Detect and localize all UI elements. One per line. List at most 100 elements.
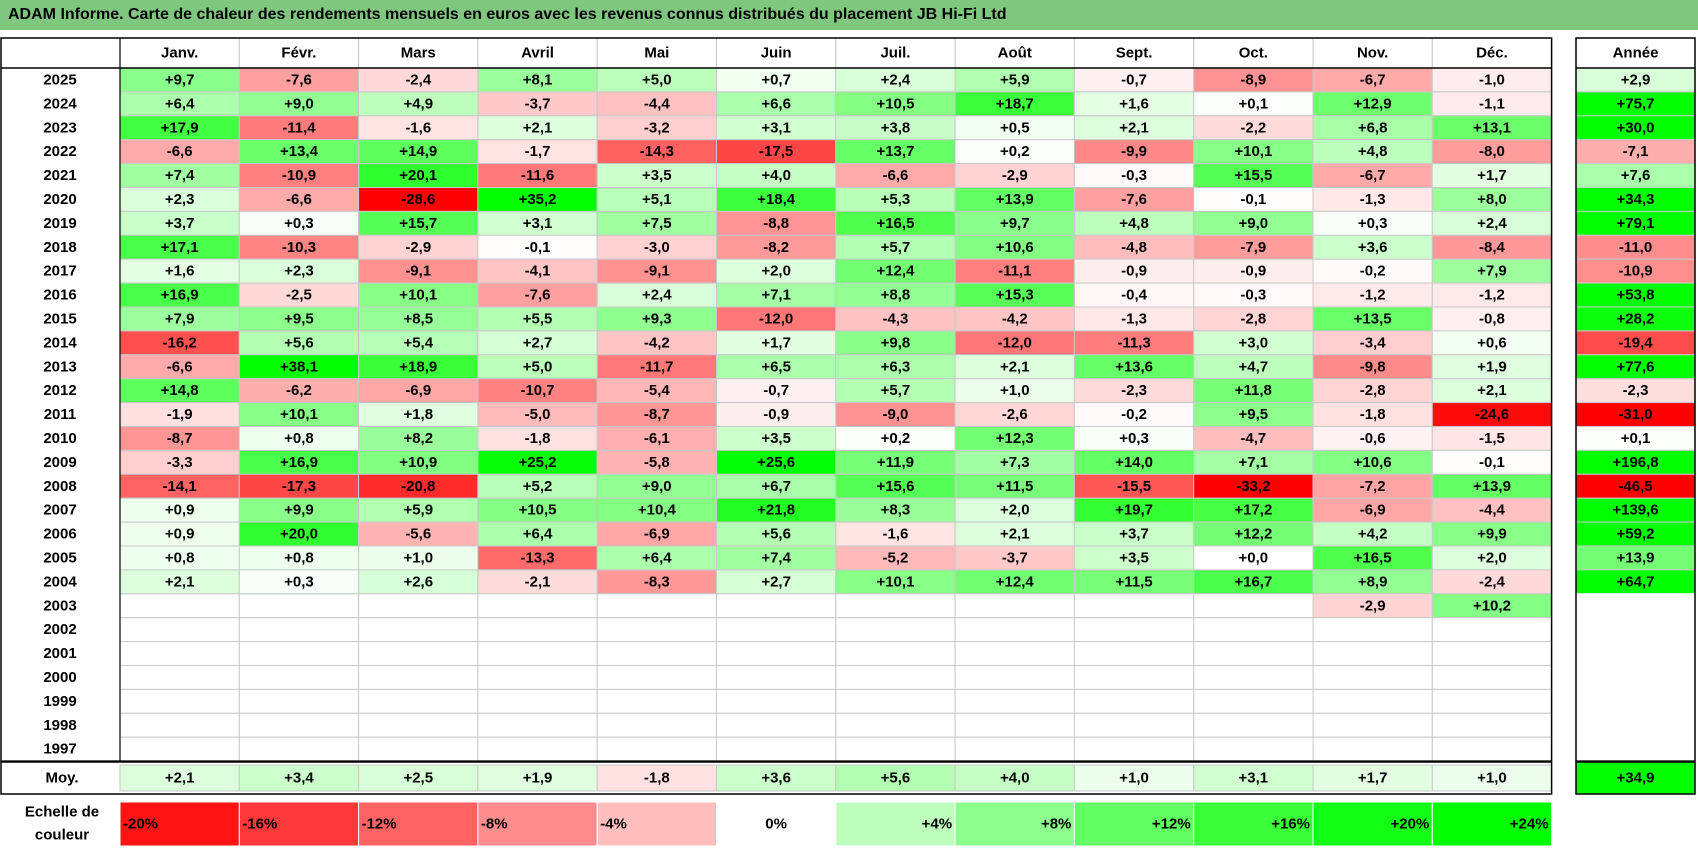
heatmap-cell: [119, 688, 240, 714]
year-label: 2006: [43, 526, 76, 543]
heatmap-cell-value: +7,3: [1000, 454, 1030, 471]
heatmap-cell-value: -6,2: [286, 382, 312, 399]
heatmap-cell-value: +2,0: [761, 263, 791, 280]
heatmap-cell-value: +0,9: [165, 526, 195, 543]
annual-cell-value: -31,0: [1618, 406, 1652, 423]
heatmap-cell-value: +11,9: [877, 454, 914, 471]
heatmap-cell: [716, 593, 837, 619]
annual-cell-value: +7,6: [1621, 167, 1651, 184]
month-header: Oct.: [1239, 45, 1268, 62]
heatmap-cell-value: +15,3: [996, 287, 1034, 304]
scale-label: -8%: [481, 816, 508, 833]
scale-swatch: [358, 801, 479, 847]
scale-swatch: [954, 801, 1075, 847]
average-cell-value: +1,9: [523, 770, 553, 787]
scale-swatch: [1431, 801, 1553, 847]
annual-cell-value: +30,0: [1617, 119, 1655, 136]
heatmap-cell-value: -1,2: [1360, 287, 1386, 304]
heatmap-cell-value: -1,8: [525, 430, 551, 447]
scale-label: +12%: [1152, 816, 1191, 833]
heatmap-cell-value: -8,2: [763, 239, 789, 256]
annual-cell-value: +64,7: [1617, 573, 1655, 590]
year-label: 2019: [43, 215, 76, 232]
heatmap-cell: [477, 665, 598, 690]
heatmap-cell-value: +0,0: [1239, 549, 1269, 566]
scale-label: 0%: [765, 816, 787, 833]
heatmap-cell: [477, 736, 598, 762]
heatmap-cell-value: +16,9: [161, 287, 199, 304]
heatmap-cell-value: -4,1: [525, 263, 551, 280]
heatmap-cell: [477, 641, 598, 666]
heatmap-cell: [716, 665, 837, 690]
month-header: Mai: [644, 45, 669, 62]
scale-swatch: [596, 801, 718, 847]
heatmap-cell-value: +3,1: [523, 215, 553, 232]
heatmap-cell-value: -0,1: [1479, 454, 1505, 471]
heatmap-cell-value: -0,3: [1121, 167, 1147, 184]
heatmap-cell: [835, 665, 956, 690]
heatmap-cell-value: -2,5: [286, 287, 312, 304]
average-cell-value: +1,7: [1358, 770, 1388, 787]
scale-label: -16%: [242, 816, 277, 833]
heatmap-cell: [358, 688, 479, 714]
heatmap-cell-value: +9,8: [881, 334, 911, 351]
heatmap-cell-value: +0,9: [165, 502, 195, 519]
heatmap-cell: [358, 712, 479, 738]
heatmap-cell-value: +7,1: [761, 287, 791, 304]
heatmap-cell: [119, 617, 240, 643]
heatmap-cell-value: +11,5: [996, 478, 1033, 495]
heatmap-cell-value: -14,1: [163, 478, 197, 495]
heatmap-cell: [1073, 617, 1195, 643]
heatmap-cell-value: -4,4: [644, 95, 671, 112]
heatmap-cell-value: -5,0: [525, 406, 551, 423]
heatmap-cell-value: -2,9: [405, 239, 431, 256]
month-header: Avril: [521, 45, 554, 62]
heatmap-cell-value: +7,1: [1239, 454, 1269, 471]
heatmap-cell-value: +5,3: [881, 191, 911, 208]
heatmap-cell-value: -1,8: [1360, 406, 1386, 423]
year-label: 2017: [43, 263, 76, 280]
heatmap-cell-value: +5,1: [642, 191, 672, 208]
heatmap-cell: [716, 641, 837, 666]
heatmap-cell-value: +13,5: [1354, 310, 1392, 327]
heatmap-cell-value: -33,2: [1236, 478, 1270, 495]
heatmap-cell-value: +9,7: [1000, 215, 1030, 232]
heatmap-cell-value: +10,1: [280, 406, 318, 423]
heatmap-cell-value: +13,7: [876, 143, 914, 160]
year-label: 2002: [43, 621, 76, 638]
heatmap-cell: [835, 617, 956, 643]
month-header: Juin: [761, 45, 792, 62]
heatmap-cell: [1431, 712, 1553, 738]
heatmap-cell-value: +11,8: [1235, 382, 1272, 399]
heatmap-cell-value: -11,4: [282, 119, 316, 136]
heatmap-cell: [954, 665, 1075, 690]
heatmap-cell-value: +1,6: [165, 263, 195, 280]
heatmap-cell-value: +2,0: [1000, 502, 1030, 519]
heatmap-cell-value: +9,0: [1239, 215, 1269, 232]
average-cell-value: +3,4: [284, 770, 314, 787]
heatmap-cell-value: +8,1: [523, 71, 553, 88]
month-header: Déc.: [1476, 45, 1508, 62]
year-label: 2004: [43, 573, 77, 590]
heatmap-cell: [1312, 617, 1433, 643]
heatmap-cell-value: +2,0: [1477, 549, 1507, 566]
heatmap-cell: [596, 688, 718, 714]
heatmap-cell-value: -9,9: [1121, 143, 1147, 160]
heatmap-cell-value: +0,2: [881, 430, 911, 447]
heatmap-cell: [358, 641, 479, 666]
heatmap-cell-value: -0,2: [1360, 263, 1386, 280]
annual-cell-value: +59,2: [1617, 526, 1655, 543]
heatmap-cell-value: -1,1: [1479, 95, 1505, 112]
heatmap-cell-value: +2,1: [165, 573, 195, 590]
heatmap-cell-value: +6,5: [761, 358, 791, 375]
heatmap-cell-value: -2,9: [1002, 167, 1028, 184]
heatmap-cell-value: -11,1: [998, 263, 1031, 280]
heatmap-cell-value: -3,0: [644, 239, 670, 256]
heatmap-cell-value: +3,1: [761, 119, 791, 136]
heatmap-cell: [1431, 617, 1553, 643]
annual-cell-value: +139,6: [1612, 502, 1658, 519]
heatmap-cell-value: -2,1: [525, 573, 551, 590]
heatmap-cell-value: -5,2: [883, 549, 909, 566]
heatmap-cell-value: -8,9: [1240, 71, 1266, 88]
heatmap-cell-value: +1,0: [403, 549, 433, 566]
